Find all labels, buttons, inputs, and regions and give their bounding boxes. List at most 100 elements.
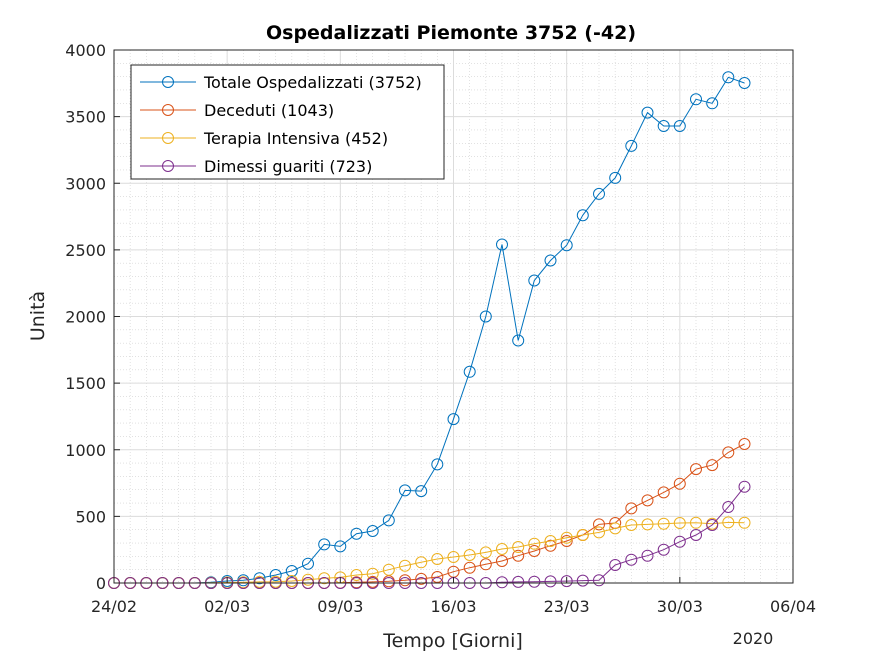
x-tick-label: 16/03	[430, 597, 476, 616]
data-point	[722, 446, 735, 459]
y-tick-label: 2000	[65, 308, 106, 327]
data-point	[738, 77, 751, 89]
data-point	[593, 187, 605, 200]
data-point	[496, 543, 508, 555]
x-tick-label: 06/04	[770, 597, 816, 616]
data-point	[528, 274, 541, 287]
legend: Totale Ospedalizzati (3752) Deceduti (104…	[130, 64, 445, 180]
data-point	[576, 209, 589, 222]
tick-labels: 0 500 1000 1500 2000 2500 3000 3500 4000 24/02 02/…	[65, 41, 816, 616]
data-point	[399, 559, 411, 572]
data-point	[269, 569, 282, 581]
chart-title: Ospedalizzati Piemonte 3752 (-42)	[266, 22, 636, 44]
data-point	[673, 477, 686, 490]
data-point	[544, 535, 557, 547]
x-tick-label: 23/03	[544, 597, 590, 616]
data-point	[415, 485, 428, 498]
data-point	[657, 543, 670, 556]
data-point	[560, 575, 573, 588]
data-point	[431, 458, 444, 471]
y-tick-label: 4000	[65, 41, 106, 60]
data-point	[641, 518, 654, 531]
legend-box	[130, 64, 445, 180]
data-point	[496, 555, 508, 567]
data-point	[722, 516, 735, 529]
data-point	[722, 71, 735, 84]
year-label: 2020	[733, 629, 774, 648]
y-tick-label: 0	[96, 574, 106, 593]
data-point	[350, 527, 363, 540]
data-point	[706, 459, 719, 472]
data-point	[447, 413, 460, 426]
grid	[113, 49, 794, 584]
data-point	[512, 541, 525, 553]
data-point	[673, 120, 686, 132]
data-point	[302, 573, 314, 586]
data-point	[625, 553, 638, 566]
legend-label: Dimessi guariti (723)	[204, 157, 372, 176]
data-point	[625, 139, 638, 152]
data-point	[318, 572, 331, 585]
data-point	[657, 120, 670, 132]
data-point	[722, 501, 735, 513]
data-point	[560, 535, 573, 547]
y-axis-title: Unità	[27, 291, 49, 341]
data-point	[690, 529, 702, 541]
data-point	[399, 574, 411, 587]
x-tick-label: 02/03	[204, 597, 250, 616]
data-point	[512, 549, 525, 562]
data-point	[706, 97, 719, 110]
data-point	[382, 563, 395, 576]
y-tick-label: 3500	[65, 108, 106, 127]
data-point	[285, 565, 298, 577]
data-point	[657, 517, 670, 530]
x-tick-label: 30/03	[657, 597, 703, 616]
y-tick-label: 1000	[65, 441, 106, 460]
data-point	[528, 575, 541, 588]
data-point	[609, 171, 622, 184]
data-point	[609, 559, 622, 571]
data-point	[528, 545, 541, 557]
legend-label: Terapia Intensiva (452)	[203, 129, 388, 148]
data-point	[302, 557, 314, 570]
data-point	[399, 484, 411, 497]
data-point	[479, 546, 492, 559]
data-point	[512, 334, 525, 347]
data-point	[690, 93, 702, 106]
data-point	[625, 502, 638, 515]
data-point	[673, 517, 686, 529]
data-point	[657, 486, 670, 499]
data-point	[560, 239, 573, 252]
data-point	[415, 572, 428, 585]
data-point	[544, 575, 557, 588]
data-point	[253, 572, 266, 585]
data-point	[318, 538, 331, 551]
data-point	[593, 574, 605, 587]
legend-marker	[162, 132, 174, 144]
data-point	[576, 574, 589, 587]
data-point	[528, 537, 541, 550]
data-point	[366, 525, 379, 537]
data-point	[593, 526, 605, 539]
legend-label: Totale Ospedalizzati (3752)	[203, 73, 422, 92]
y-tick-label: 3000	[65, 174, 106, 193]
y-tick-label: 2500	[65, 241, 106, 260]
data-point	[366, 567, 379, 580]
data-point	[463, 365, 476, 378]
data-point	[641, 106, 654, 119]
data-point	[479, 558, 492, 571]
data-point	[463, 549, 476, 561]
data-point	[415, 556, 428, 569]
legend-marker	[162, 76, 174, 88]
legend-marker	[162, 104, 174, 116]
data-point	[593, 518, 605, 531]
data-point	[496, 238, 508, 251]
data-point	[625, 519, 638, 531]
data-point	[479, 310, 492, 323]
data-point	[738, 516, 751, 529]
data-point	[463, 561, 476, 574]
x-axis-title: Tempo [Giorni]	[382, 630, 523, 652]
data-point	[738, 438, 751, 450]
data-point	[690, 463, 702, 476]
